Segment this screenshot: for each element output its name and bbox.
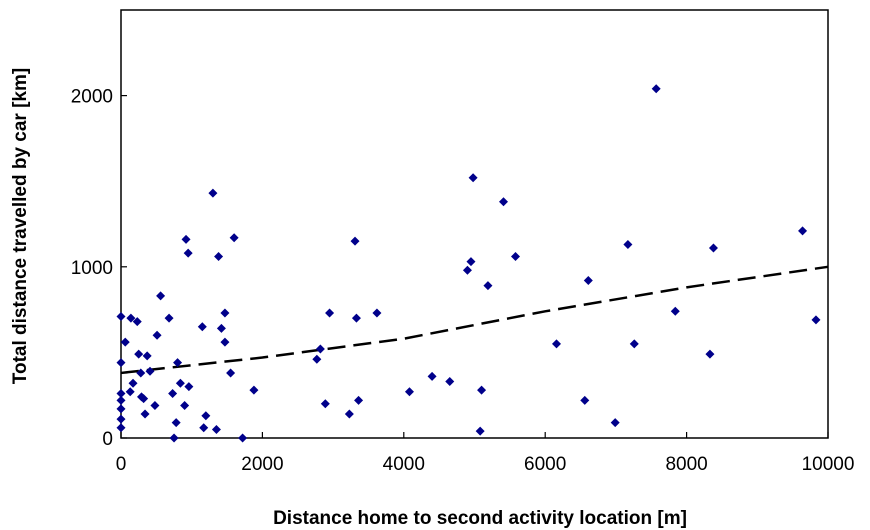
x-tick-label: 4000 (383, 454, 425, 475)
plot-border (120, 9, 829, 439)
data-point (427, 371, 437, 381)
data-point (580, 395, 590, 405)
data-point (315, 344, 325, 354)
data-point (350, 236, 360, 246)
data-point (651, 84, 661, 94)
data-point (462, 265, 472, 275)
data-point (116, 358, 126, 368)
data-point (140, 409, 150, 419)
data-point (404, 387, 414, 397)
data-point (670, 306, 680, 316)
data-point (629, 339, 639, 349)
x-tick-label: 10000 (802, 454, 855, 475)
data-point (214, 252, 224, 262)
data-point (583, 275, 593, 285)
data-point (477, 385, 487, 395)
data-point (238, 433, 248, 443)
data-point (139, 394, 149, 404)
data-point (168, 388, 178, 398)
data-point (150, 400, 160, 410)
data-point (344, 409, 354, 419)
data-point (811, 315, 821, 325)
data-point (798, 226, 808, 236)
data-point (116, 388, 126, 398)
data-point (116, 404, 126, 414)
data-point (354, 395, 364, 405)
data-point (708, 243, 718, 253)
data-point (226, 368, 236, 378)
data-point (312, 354, 322, 364)
data-point (132, 317, 142, 327)
data-point (216, 323, 226, 333)
data-point (445, 377, 455, 387)
data-point (136, 368, 146, 378)
y-tick-label: 2000 (71, 87, 113, 108)
y-tick-label: 0 (102, 429, 113, 450)
data-point (201, 411, 211, 421)
data-point (511, 252, 521, 262)
data-point (184, 382, 194, 392)
data-point (142, 351, 152, 361)
data-point (152, 330, 162, 340)
data-point (498, 197, 508, 207)
x-tick-label: 2000 (241, 454, 283, 475)
data-points (116, 84, 821, 443)
data-point (249, 385, 259, 395)
data-point (145, 366, 155, 376)
data-point (164, 313, 174, 323)
y-axis-title: Total distance travelled by car [km] (10, 68, 31, 384)
data-point (552, 339, 562, 349)
data-point (120, 337, 130, 347)
data-point (220, 308, 230, 318)
trendline-layer (120, 265, 829, 375)
data-point (156, 291, 166, 301)
data-point (183, 248, 193, 258)
data-point (475, 426, 485, 436)
x-axis-ticks: 0 2000 4000 6000 8000 10000 (116, 432, 855, 475)
data-point (128, 378, 138, 388)
data-point (116, 395, 126, 405)
data-point (116, 423, 126, 433)
data-point (466, 257, 476, 267)
data-point (229, 233, 239, 243)
data-point (211, 424, 221, 434)
data-point (372, 308, 382, 318)
data-point (180, 400, 190, 410)
data-point (351, 313, 361, 323)
trendline (120, 265, 829, 375)
data-point (171, 418, 181, 428)
x-tick-label: 0 (116, 454, 127, 475)
data-point (325, 308, 335, 318)
data-point (320, 399, 330, 409)
y-axis-ticks: 0 1000 2000 (71, 87, 127, 450)
data-point (134, 349, 144, 359)
data-point (610, 418, 620, 428)
data-point (208, 188, 218, 198)
data-point (126, 313, 136, 323)
data-point (220, 337, 230, 347)
y-tick-label: 1000 (71, 258, 113, 279)
plot-area (120, 9, 829, 439)
data-point (705, 349, 715, 359)
data-point (483, 281, 493, 291)
data-point (175, 378, 185, 388)
data-point (181, 234, 191, 244)
data-point (199, 423, 209, 433)
x-tick-label: 8000 (665, 454, 707, 475)
data-point (116, 311, 126, 321)
data-point (125, 387, 135, 397)
x-tick-label: 6000 (524, 454, 566, 475)
data-point (468, 173, 478, 183)
data-point (623, 240, 633, 250)
data-point (173, 358, 183, 368)
data-point (116, 414, 126, 424)
data-point (197, 322, 207, 332)
x-axis-title: Distance home to second activity locatio… (273, 508, 687, 529)
data-point (169, 433, 179, 443)
